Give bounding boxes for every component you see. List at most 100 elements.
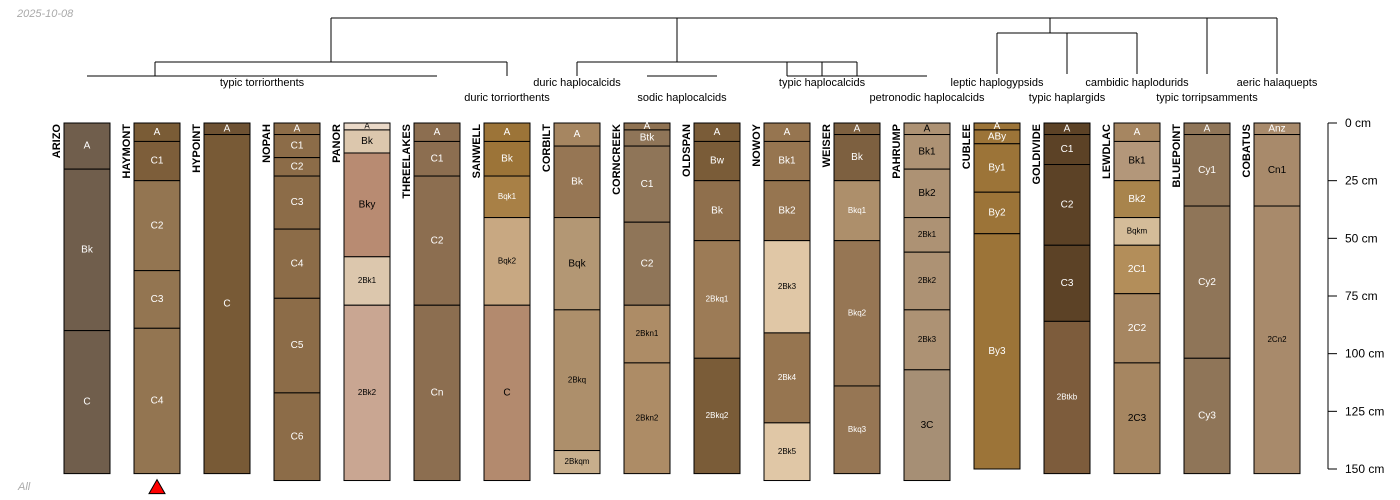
horizon-label: 2Bk4 [778, 373, 797, 382]
horizon-bk1 [1113, 140, 1161, 182]
horizon-label: Anz [1268, 123, 1285, 134]
profile-name: NOPAH [261, 124, 273, 163]
horizon-label: 2Bk3 [778, 282, 797, 291]
profile-name: NOWOY [751, 123, 763, 166]
horizon-bk2 [903, 168, 951, 219]
horizon-label: 2C1 [1128, 264, 1147, 275]
horizon-label: By2 [988, 208, 1006, 219]
horizon-label: A [854, 123, 861, 134]
horizon-label: Bqkm [1127, 227, 1148, 236]
horizon-label: A [714, 127, 721, 138]
profile-name: CUBLEE [961, 124, 973, 169]
horizon-a [63, 122, 111, 170]
horizon-label: C2 [431, 235, 444, 246]
profile-oldspan: A Bw Bk 2Bkq1 2Bkq2 OLDSPAN [681, 122, 741, 475]
horizon-label: 2C2 [1128, 323, 1147, 334]
horizon-2bkn2 [623, 362, 671, 475]
horizon-label: A [294, 123, 301, 134]
profile-haymont: A C1 C2 C3 C4 HAYMONT [121, 122, 181, 495]
horizon-2bkq1 [693, 240, 741, 359]
profile-name: THREELAKES [401, 124, 413, 199]
horizon-cy3 [1183, 357, 1231, 475]
date-stamp: 2025-10-08 [17, 8, 74, 20]
horizon-label: C3 [1061, 278, 1074, 289]
profile-name: SANWELL [471, 124, 483, 179]
class-label: duric torriorthents [464, 92, 550, 104]
horizon-c [203, 134, 251, 475]
axis-tick-label: 100 cm [1345, 347, 1384, 361]
horizon-label: Bkq3 [848, 425, 867, 434]
profile-lewdlac: A Bk1 Bk2 Bqkm 2C1 2C2 2C3 LEWDLAC [1101, 122, 1161, 475]
horizon-2bk2 [343, 304, 391, 482]
horizon-2cn2 [1253, 205, 1301, 475]
horizon-label: 2Btkb [1057, 393, 1078, 402]
horizon-label: Bk1 [918, 146, 936, 157]
horizon-label: C1 [1061, 144, 1074, 155]
axis-tick-label: 150 cm [1345, 462, 1384, 476]
horizon-2bk3 [763, 240, 811, 334]
horizon-2c3 [1113, 362, 1161, 475]
class-label: petronodic haplocalcids [870, 92, 985, 104]
horizon-bky [343, 152, 391, 258]
horizon-label: Bqk [568, 258, 586, 269]
horizon-2bkn1 [623, 304, 671, 364]
horizon-label: Bk1 [778, 156, 796, 167]
horizon-2c1 [1113, 244, 1161, 295]
horizon-label: Bk [361, 136, 374, 147]
horizon-label: A [364, 122, 370, 131]
horizon-by3 [973, 233, 1021, 470]
class-label: duric haplocalcids [533, 77, 621, 89]
horizon-label: Bkq2 [848, 308, 867, 317]
horizon-by2 [973, 191, 1021, 235]
axis-tick-label: 125 cm [1345, 404, 1384, 418]
profile-bluepoint: A Cy1 Cy2 Cy3 BLUEPOINT [1171, 122, 1231, 475]
horizon-label: C6 [291, 431, 304, 442]
horizon-bkq2 [833, 240, 881, 387]
horizon-label: A [1204, 123, 1211, 134]
horizon-label: A [1064, 123, 1071, 134]
class-label: typic haplargids [1029, 92, 1106, 104]
horizon-label: C3 [291, 197, 304, 208]
horizon-label: A [644, 121, 651, 132]
horizon-label: Bk1 [1128, 156, 1146, 167]
horizon-label: C1 [151, 156, 164, 167]
horizon-label: ABy [988, 131, 1006, 142]
horizon-c2 [413, 175, 461, 306]
class-label: typic haplocalcids [779, 77, 866, 89]
horizon-label: 2Bk1 [918, 230, 937, 239]
profile-name: PANOR [331, 124, 343, 163]
horizon-2c2 [1113, 293, 1161, 364]
horizon-c3 [133, 270, 181, 329]
horizon-label: A [224, 123, 231, 134]
horizon-2bk3 [903, 309, 951, 371]
horizon-c [63, 330, 111, 475]
horizon-label: A [84, 141, 91, 152]
horizon-bk [833, 134, 881, 182]
horizon-label: 2Bkn1 [636, 329, 659, 338]
horizon-label: C1 [291, 141, 304, 152]
horizon-label: 2Bkqm [565, 457, 590, 466]
profile-marker-triangle [148, 478, 166, 495]
horizon-label: Bk [851, 152, 864, 163]
horizon-label: Bk [501, 153, 514, 164]
horizon-label: A [574, 129, 581, 140]
horizon-label: C2 [1061, 200, 1074, 211]
horizon-label: C [83, 397, 90, 408]
horizon-label: 2C3 [1128, 413, 1147, 424]
horizon-label: Bk [81, 245, 94, 256]
horizon-c6 [273, 392, 321, 482]
horizon-label: C1 [431, 153, 444, 164]
horizon-c4 [133, 327, 181, 475]
horizon-label: 2Cn2 [1267, 335, 1287, 344]
horizon-2bkqm [553, 450, 601, 475]
horizon-label: A [924, 123, 931, 134]
horizon-label: Bk [711, 205, 724, 216]
class-label: typic torriorthents [220, 77, 305, 89]
horizon-label: A [504, 127, 511, 138]
horizon-c3 [273, 175, 321, 230]
profile-threelakes: A C1 C2 Cn THREELAKES [401, 122, 461, 482]
